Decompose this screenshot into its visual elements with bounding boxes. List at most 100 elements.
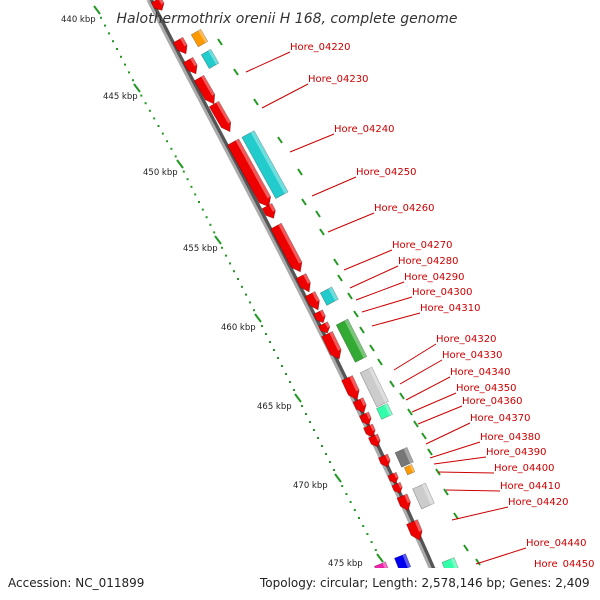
feature-shape — [241, 130, 289, 200]
cds-arrow — [150, 0, 165, 11]
feature-highlight — [319, 309, 326, 317]
cds-block-darkgrey — [394, 446, 414, 468]
scale-tick-minor — [353, 509, 356, 511]
feature-highlight — [384, 403, 393, 416]
scale-tick-minor — [261, 325, 263, 327]
feature-tick — [301, 198, 307, 206]
feature-tick — [427, 448, 433, 456]
feature-shape — [359, 411, 372, 426]
cds-arrow — [318, 321, 331, 334]
scale-tick-major — [294, 393, 302, 403]
feature-tick — [337, 274, 343, 282]
leader-line — [371, 312, 421, 327]
gene-label: Hore_04280 — [398, 256, 459, 267]
feature-highlight — [349, 375, 360, 392]
scale-tick-minor — [245, 293, 247, 296]
cds-block-orange — [403, 463, 416, 476]
feature-highlight — [397, 482, 403, 489]
feature-highlight — [375, 433, 381, 442]
gene-label: Hore_04260 — [374, 203, 435, 214]
feature-tick — [297, 168, 303, 176]
feature-highlight — [329, 331, 342, 351]
feature-tick — [319, 228, 325, 236]
feature-highlight — [421, 483, 435, 505]
scale-label: 455 kbp — [183, 244, 218, 254]
gene-label: Hore_04310 — [420, 303, 481, 314]
gene-label: Hore_04380 — [480, 432, 541, 443]
scale-tick-minor — [249, 301, 251, 304]
cds-arrow — [182, 56, 198, 75]
gene-label: Hore_04320 — [436, 334, 497, 345]
scale-tick-minor — [128, 71, 130, 74]
gene-label: Hore_04390 — [486, 447, 547, 458]
feature-highlight — [208, 49, 219, 65]
feature-shape — [318, 321, 331, 334]
scale-tick-minor — [269, 341, 271, 343]
scale-tick-minor — [237, 278, 239, 280]
scale-tick-minor — [317, 437, 319, 439]
cds-arrow — [226, 138, 271, 208]
scale-tick-minor — [305, 413, 307, 415]
cds-arrow — [363, 423, 376, 438]
feature-shape — [190, 28, 209, 48]
feature-tick — [377, 358, 383, 366]
scale-tick-minor — [313, 429, 315, 431]
feature-highlight — [404, 493, 411, 504]
scale-tick-minor — [182, 170, 185, 173]
scale-tick-major — [376, 553, 384, 563]
feature-shape — [150, 0, 165, 11]
feature-shape — [412, 482, 435, 510]
feature-tick — [421, 432, 427, 440]
scale-tick-minor — [157, 125, 160, 127]
feature-shape — [387, 471, 399, 484]
scale-tick-minor — [362, 525, 365, 527]
gene-label: Hore_04370 — [470, 413, 531, 424]
feature-shape — [359, 366, 389, 408]
leader-line — [311, 176, 357, 197]
feature-shape — [396, 493, 411, 512]
leader-line — [475, 547, 527, 565]
scale-tick-minor — [285, 373, 287, 375]
scale-tick-minor — [170, 147, 173, 150]
cds-arrow — [391, 481, 403, 494]
feature-highlight — [414, 519, 423, 533]
feature-shape — [208, 100, 232, 133]
cds-arrow — [341, 375, 360, 401]
leader-line — [405, 376, 451, 401]
feature-highlight — [324, 321, 330, 328]
scale-ticks — [93, 5, 481, 566]
feature-shape — [313, 309, 326, 324]
leader-line — [289, 133, 335, 153]
leader-line — [445, 489, 501, 492]
scale-tick-minor — [100, 16, 102, 19]
feature-highlight — [303, 273, 311, 284]
gene-label: Hore_04360 — [462, 396, 523, 407]
feature-tick — [407, 408, 413, 416]
leader-line — [429, 441, 481, 459]
scale-tick-major — [334, 473, 342, 483]
feature-shape — [341, 375, 360, 401]
cds-arrow — [352, 397, 367, 414]
feature-shape — [304, 291, 320, 311]
scale-label: 465 kbp — [257, 402, 292, 412]
feature-shape — [368, 433, 381, 448]
feature-tick — [315, 210, 321, 218]
footer-background — [0, 568, 600, 600]
cds-block-cyan — [200, 48, 220, 70]
gene-label: Hore_04220 — [290, 42, 351, 53]
leader-line — [411, 392, 457, 413]
gene-label: Hore_04330 — [442, 350, 503, 361]
scale-label: 445 kbp — [103, 92, 138, 102]
scale-tick-minor — [229, 262, 231, 265]
scale-tick-minor — [132, 79, 134, 82]
cds-arrow — [193, 74, 216, 105]
gene-label: Hore_04410 — [500, 481, 561, 492]
leader-line — [361, 296, 413, 313]
feature-shape — [394, 446, 414, 468]
feature-shape — [200, 48, 220, 70]
scale-tick-minor — [374, 549, 377, 551]
feature-shape — [321, 330, 342, 360]
feature-highlight — [403, 447, 414, 464]
scale-tick-minor — [321, 445, 323, 447]
feature-tick — [359, 326, 365, 334]
